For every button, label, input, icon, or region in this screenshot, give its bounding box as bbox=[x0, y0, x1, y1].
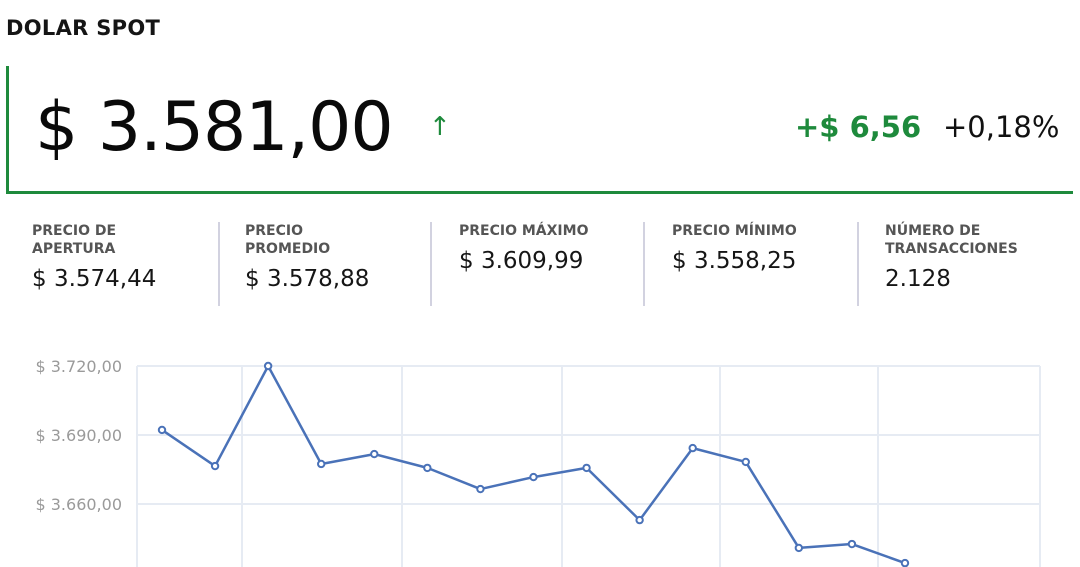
data-point bbox=[900, 558, 910, 567]
stat-label: PRECIO PROMEDIO bbox=[245, 223, 331, 257]
data-point bbox=[210, 461, 220, 471]
stat-value: 2.128 bbox=[885, 266, 951, 292]
stat-value: $ 3.609,99 bbox=[459, 248, 584, 274]
data-point bbox=[263, 361, 273, 371]
current-price: $ 3.581,00 bbox=[35, 88, 394, 167]
y-tick-label: $ 3.720,00 bbox=[35, 357, 122, 376]
y-tick-label: $ 3.690,00 bbox=[35, 426, 122, 445]
data-point bbox=[741, 457, 750, 467]
stat-min-price: PRECIO MÍNIMO $ 3.558,25 bbox=[672, 222, 852, 306]
data-point bbox=[370, 449, 379, 459]
page-title: DOLAR SPOT bbox=[6, 16, 161, 40]
data-point bbox=[582, 463, 591, 473]
stat-label: NÚMERO DE TRANSACCIONES bbox=[885, 223, 1018, 257]
data-point bbox=[847, 539, 857, 549]
data-point bbox=[688, 443, 697, 453]
divider bbox=[430, 222, 432, 306]
data-point bbox=[423, 463, 432, 473]
divider bbox=[218, 222, 220, 306]
arrow-up-icon: ↑ bbox=[429, 112, 451, 142]
divider bbox=[857, 222, 859, 306]
data-point bbox=[635, 515, 644, 525]
data-point bbox=[476, 484, 485, 494]
data-point bbox=[794, 543, 804, 553]
stat-label: PRECIO MÍNIMO bbox=[672, 223, 797, 239]
stat-value: $ 3.574,44 bbox=[32, 266, 157, 292]
stat-opening-price: PRECIO DE APERTURA $ 3.574,44 bbox=[32, 222, 212, 306]
divider bbox=[643, 222, 645, 306]
price-panel: $ 3.581,00 ↑ +$ 6,56 +0,18% bbox=[6, 66, 1073, 194]
price-change: +$ 6,56 bbox=[795, 110, 922, 144]
stat-value: $ 3.558,25 bbox=[672, 248, 797, 274]
stat-value: $ 3.578,88 bbox=[245, 266, 370, 292]
data-point bbox=[157, 425, 167, 435]
price-change-percent: +0,18% bbox=[943, 110, 1060, 144]
y-tick-label: $ 3.630,00 bbox=[35, 564, 122, 567]
series-line bbox=[161, 364, 906, 565]
data-point bbox=[529, 472, 538, 482]
stat-label: PRECIO MÁXIMO bbox=[459, 223, 589, 239]
stat-average-price: PRECIO PROMEDIO $ 3.578,88 bbox=[245, 222, 425, 306]
stat-transactions: NÚMERO DE TRANSACCIONES 2.128 bbox=[885, 222, 1065, 306]
data-point bbox=[317, 459, 326, 469]
stat-label: PRECIO DE APERTURA bbox=[32, 223, 117, 257]
y-tick-label: $ 3.660,00 bbox=[35, 495, 122, 514]
stat-max-price: PRECIO MÁXIMO $ 3.609,99 bbox=[459, 222, 639, 306]
